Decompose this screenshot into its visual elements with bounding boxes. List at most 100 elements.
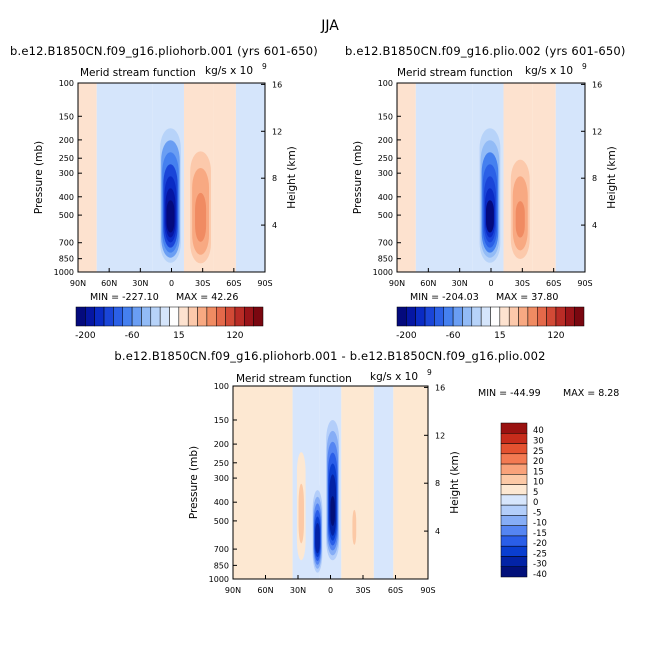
colorbar-swatch — [546, 306, 557, 327]
x-tick-label: 90S — [420, 586, 435, 595]
y-tick-label: 500 — [214, 517, 229, 526]
colorbar-swatch — [103, 306, 114, 327]
contour-band — [96, 83, 153, 272]
x-tick-label: 90S — [577, 279, 592, 288]
y-tick-label: 850 — [59, 255, 74, 264]
colorbar-swatch — [527, 306, 538, 327]
y2-tick-label: 4 — [272, 221, 277, 230]
colorbar-swatch — [500, 494, 528, 506]
colorbar-swatch — [555, 306, 566, 327]
plot-subtitle: Merid stream function — [236, 373, 352, 385]
colorbar-label: -10 — [533, 519, 547, 529]
y2-tick-label: 16 — [592, 80, 602, 89]
x-tick-label: 60N — [101, 279, 117, 288]
y-tick-label: 250 — [214, 459, 229, 468]
colorbar-swatch — [75, 306, 86, 327]
contour-cells — [478, 116, 531, 268]
y-axis-label: Pressure (mb) — [352, 141, 364, 214]
y-tick-label: 700 — [59, 239, 74, 248]
colorbar-swatch — [500, 535, 528, 547]
panel-title: b.e12.B1850CN.f09_g16.pliohorb.001 - b.e… — [114, 349, 545, 363]
colorbar-swatch — [500, 463, 528, 475]
colorbar-label: 15 — [494, 331, 505, 341]
y2-tick-label: 8 — [592, 174, 597, 183]
colorbar-label: 120 — [226, 331, 243, 341]
contour-level — [516, 209, 524, 234]
y-tick-label: 150 — [378, 112, 393, 121]
plot-subtitle: Merid stream function — [80, 67, 196, 79]
colorbar-swatch — [500, 453, 528, 465]
colorbar-swatch — [225, 306, 236, 327]
colorbar-label: -200 — [75, 331, 96, 341]
y2-tick-label: 4 — [435, 527, 440, 536]
panel-difference: b.e12.B1850CN.f09_g16.pliohorb.001 - b.e… — [114, 349, 619, 595]
colorbar-label: 10 — [533, 478, 544, 488]
y-axis-label: Pressure (mb) — [188, 446, 200, 519]
x-tick-label: 60S — [546, 279, 561, 288]
y-tick-label: 850 — [214, 561, 229, 570]
contour-band — [373, 386, 394, 579]
x-tick-label: 90N — [70, 279, 86, 288]
contour-level — [315, 529, 320, 550]
plot-units: kg/s x 10 — [525, 65, 573, 77]
colorbar-swatch — [490, 306, 501, 327]
max-label: MAX = 37.80 — [496, 292, 558, 303]
contour-band — [415, 83, 473, 272]
colorbar-swatch — [131, 306, 142, 327]
contour-cells — [159, 116, 211, 268]
colorbar-label: 40 — [533, 426, 544, 436]
colorbar-swatch — [500, 566, 528, 578]
x-tick-label: 90N — [389, 279, 405, 288]
min-label: MIN = -204.03 — [410, 292, 479, 303]
colorbar-label: -40 — [533, 570, 547, 580]
plot-units-exponent: 9 — [262, 62, 267, 71]
x-tick-label: 30N — [452, 279, 468, 288]
colorbar-swatch — [518, 306, 529, 327]
colorbar-swatch — [122, 306, 133, 327]
colorbar-swatch — [234, 306, 245, 327]
colorbar-label: 15 — [533, 467, 544, 477]
y-tick-label: 100 — [378, 79, 393, 88]
colorbar-swatch — [197, 306, 208, 327]
contour-band — [555, 83, 585, 272]
colorbar-label: 30 — [533, 437, 544, 447]
panel-title: b.e12.B1850CN.f09_g16.plio.002 (yrs 601-… — [345, 44, 626, 58]
y-tick-label: 400 — [214, 498, 229, 507]
y2-tick-label: 8 — [435, 479, 440, 488]
colorbar-swatch — [500, 474, 528, 485]
y2-tick-label: 16 — [435, 383, 445, 392]
colorbar-label: -60 — [446, 331, 461, 341]
panel-plio: b.e12.B1850CN.f09_g16.plio.002 (yrs 601-… — [345, 44, 626, 341]
y-tick-label: 850 — [378, 255, 393, 264]
contour-level — [330, 496, 335, 526]
plot-units: kg/s x 10 — [205, 65, 253, 77]
colorbar-label: -5 — [533, 508, 541, 518]
colorbar-swatch — [415, 306, 426, 327]
colorbar-swatch — [424, 306, 435, 327]
y-tick-label: 250 — [378, 154, 393, 163]
y-tick-label: 500 — [378, 211, 393, 220]
x-tick-label: 30S — [515, 279, 530, 288]
colorbar-swatch — [244, 306, 254, 327]
contour-level — [166, 200, 175, 233]
colorbar-label: 15 — [173, 331, 184, 341]
y-tick-label: 250 — [59, 154, 74, 163]
x-tick-label: 30N — [132, 279, 148, 288]
contour-level — [352, 517, 356, 541]
colorbar-swatch — [113, 306, 124, 327]
colorbar-swatch — [406, 306, 416, 327]
x-tick-label: 0 — [328, 586, 333, 595]
y-tick-label: 100 — [214, 382, 229, 391]
colorbar-label: 5 — [533, 488, 538, 498]
colorbar-swatch — [500, 484, 528, 496]
contour-cells — [296, 419, 359, 577]
x-tick-label: 60S — [226, 279, 241, 288]
y2-axis-label: Height (km) — [449, 451, 461, 514]
colorbar-swatch — [150, 306, 161, 327]
colorbar-swatch — [508, 306, 519, 327]
y-tick-label: 500 — [59, 211, 74, 220]
colorbar-swatch — [206, 306, 217, 327]
y-tick-label: 200 — [378, 136, 393, 145]
y-tick-label: 200 — [214, 440, 229, 449]
